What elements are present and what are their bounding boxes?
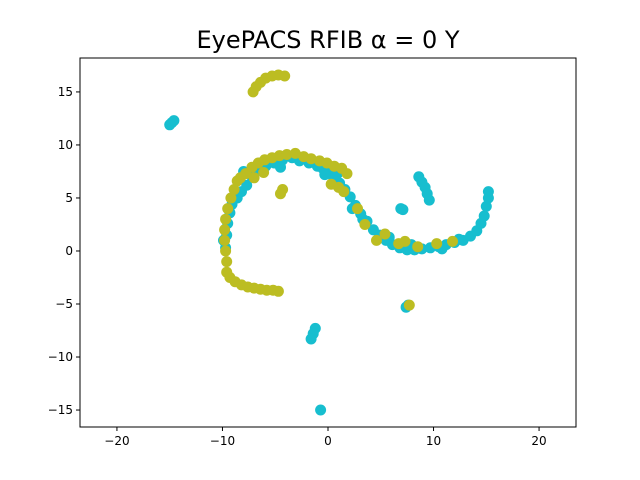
data-point [228,184,240,195]
data-point [447,235,458,247]
x-tick-label: −10 [210,434,235,448]
data-point [305,153,317,165]
x-tick-label: −20 [104,434,129,448]
data-point [403,299,415,311]
x-axis: −20 −10 0 10 20 [104,427,547,448]
data-point [272,285,284,297]
data-point [341,168,353,180]
data-point [289,147,301,159]
y-axis: −15 −10 −5 0 5 10 15 [48,85,80,417]
data-point [220,245,232,257]
data-point [359,219,371,230]
y-tick-label: 0 [65,244,73,258]
data-point [168,115,180,127]
data-point [397,204,409,216]
points-layer [164,69,494,416]
data-point [275,161,286,173]
data-point [478,210,490,222]
y-tick-label: 15 [58,85,73,99]
data-point [248,172,260,184]
data-point [482,186,494,198]
data-point [225,192,237,204]
data-point [480,200,492,212]
data-point [219,234,231,246]
data-point [258,167,270,178]
data-point [305,333,317,345]
data-point [315,404,327,416]
data-point [431,238,443,250]
x-tick-label: 0 [324,434,332,448]
y-tick-label: 5 [65,191,73,205]
data-point [275,188,286,200]
data-point [399,235,411,247]
data-point [281,149,293,160]
data-point [221,256,233,268]
data-point [279,70,291,82]
y-tick-label: −10 [48,350,73,364]
data-point [352,203,363,215]
data-point [241,179,253,191]
x-tick-label: 10 [426,434,441,448]
y-tick-label: −5 [55,297,73,311]
data-point [379,228,391,240]
data-point [219,224,231,236]
plot-area [79,57,577,428]
data-point [371,234,382,246]
data-point [220,213,232,225]
data-point [222,203,234,215]
y-tick-label: 10 [58,138,73,152]
x-tick-label: 20 [531,434,546,448]
chart-title: EyePACS RFIB α = 0 Y [196,26,459,54]
data-point [319,169,331,181]
data-point [338,186,350,198]
data-point [412,241,424,253]
y-tick-label: −15 [48,403,73,417]
data-point [423,194,435,206]
